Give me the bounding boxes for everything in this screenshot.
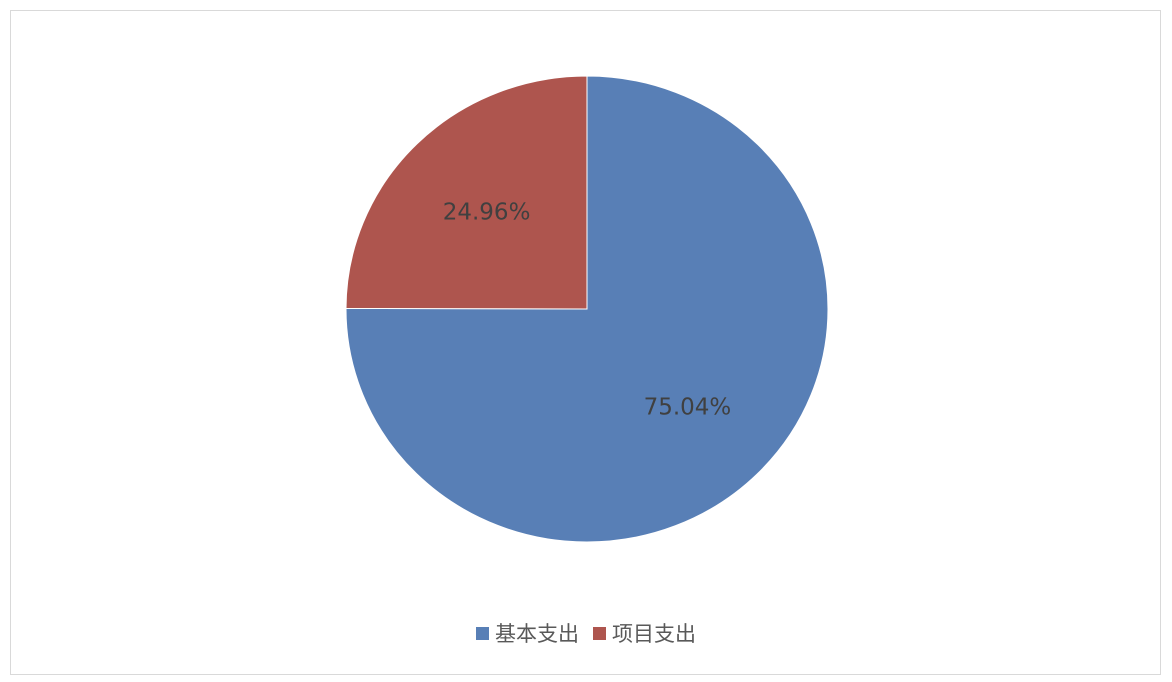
chart-frame [10,10,1161,675]
legend-item-project: 项目支出 [593,618,696,648]
pie-slice-0 [345,75,829,543]
pie-slice-1 [345,75,588,310]
legend-label-basic: 基本支出 [495,622,579,646]
legend: 基本支出 项目支出 [0,618,1172,648]
data-label-1: 24.96% [443,200,531,226]
legend-swatch-project [593,626,606,640]
data-label-0: 75.04% [644,394,732,420]
legend-label-project: 项目支出 [612,622,696,646]
legend-swatch-basic [476,626,489,640]
legend-item-basic: 基本支出 [476,618,579,648]
